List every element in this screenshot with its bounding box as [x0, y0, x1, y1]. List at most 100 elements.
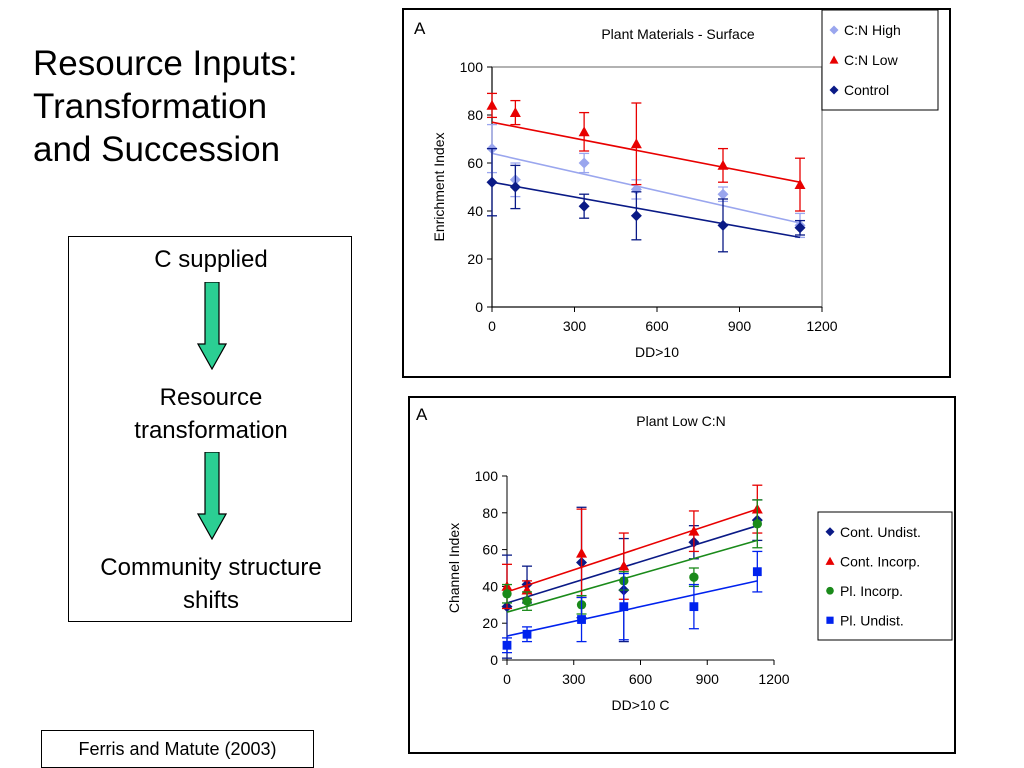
plot-area	[507, 476, 774, 660]
x-tick-label: 1200	[758, 671, 789, 687]
legend-marker	[826, 616, 834, 624]
flow-step-community-structure: Community structure shifts	[69, 551, 353, 617]
legend-marker	[829, 25, 839, 35]
chart-channel-index: A Plant Low C:N 0 20 40 60 80 100 0 300 600 900 1200…	[408, 396, 956, 754]
legend-marker	[825, 527, 835, 537]
legend-entry: Pl. Incorp.	[840, 583, 903, 599]
data-point	[752, 567, 762, 577]
x-tick-label: 300	[563, 318, 587, 334]
x-tick-label: 300	[562, 671, 586, 687]
chart-legend: Cont. Undist. Cont. Incorp. Pl. Incorp. Pl.…	[817, 511, 953, 641]
flow-step-resource-line-2: transformation	[134, 417, 288, 444]
legend-box	[821, 10, 939, 111]
trend-line	[506, 508, 758, 593]
legend-box	[817, 511, 953, 641]
legend-entry: Cont. Undist.	[840, 524, 921, 540]
data-point	[502, 640, 512, 650]
y-tick-label: 20	[467, 251, 483, 267]
data-point	[522, 596, 532, 606]
x-tick-label: 900	[696, 671, 720, 687]
slide-title: Resource Inputs: Transformation and Succ…	[33, 42, 373, 171]
flow-arrow-down-icon	[197, 282, 227, 370]
y-axis-label: Enrichment Index	[431, 133, 447, 242]
flow-step-c-supplied-text: C supplied	[154, 246, 268, 273]
chart-title: Plant Materials - Surface	[601, 26, 754, 42]
data-point	[794, 179, 806, 189]
trend-line	[491, 121, 801, 183]
trend-line	[506, 580, 758, 637]
data-point	[578, 126, 590, 137]
legend-marker	[825, 556, 835, 565]
data-point	[630, 210, 642, 222]
flow-step-community-line-1: Community structure	[100, 554, 322, 581]
y-tick-label: 40	[467, 203, 483, 219]
legend-marker	[829, 55, 839, 64]
chart-enrichment-index: A Plant Materials - Surface 0 20 40 60 80 100 0 3…	[402, 8, 951, 378]
data-point	[630, 138, 642, 149]
series-1	[501, 484, 763, 610]
data-point	[509, 181, 521, 193]
data-point	[619, 602, 629, 612]
data-point	[509, 107, 521, 117]
flow-diagram-box: C supplied Resource transformation Commu…	[68, 236, 352, 622]
flow-step-resource-transformation: Resource transformation	[69, 381, 353, 447]
y-tick-label: 60	[467, 155, 483, 171]
trend-line	[506, 524, 758, 604]
y-tick-label: 100	[460, 59, 484, 75]
data-point	[486, 176, 498, 188]
series-1	[486, 92, 806, 212]
flow-arrow-down-icon	[197, 452, 227, 540]
data-point	[794, 222, 806, 234]
chart-legend: C:N High C:N Low Control	[821, 10, 939, 111]
x-tick-label: 0	[488, 318, 496, 334]
y-tick-label: 0	[475, 299, 483, 315]
y-tick-label: 80	[467, 107, 483, 123]
series-3	[502, 550, 763, 654]
chart-panel-label: A	[416, 405, 428, 424]
legend-entry: Pl. Undist.	[840, 612, 904, 628]
legend-entry: C:N High	[844, 22, 901, 38]
x-tick-label: 600	[645, 318, 669, 334]
x-tick-label: 0	[503, 671, 511, 687]
data-point	[717, 219, 729, 231]
y-tick-label: 20	[482, 615, 498, 631]
data-point	[578, 157, 590, 169]
chart-enrichment-index-svg: A Plant Materials - Surface 0 20 40 60 80 100 0 3…	[414, 10, 939, 360]
y-tick-label: 80	[482, 505, 498, 521]
x-tick-label: 900	[728, 318, 752, 334]
y-tick-label: 0	[490, 652, 498, 668]
y-tick-label: 40	[482, 578, 498, 594]
chart-channel-index-svg: A Plant Low C:N 0 20 40 60 80 100 0 300 600 900 1200…	[416, 405, 953, 713]
trend-line	[506, 539, 758, 613]
y-axis-label: Channel Index	[446, 523, 462, 613]
data-point	[578, 200, 590, 212]
data-point	[486, 99, 498, 110]
x-tick-label: 600	[629, 671, 653, 687]
trend-line	[491, 152, 801, 224]
data-point	[576, 547, 588, 558]
slide-title-line-2: Transformation	[33, 87, 268, 126]
x-axis-label: DD>10	[635, 344, 679, 360]
x-tick-label: 1200	[806, 318, 837, 334]
data-point	[618, 560, 630, 571]
y-tick-label: 100	[475, 468, 499, 484]
trend-line	[491, 181, 801, 239]
citation-box: Ferris and Matute (2003)	[41, 730, 314, 768]
flow-step-resource-line-1: Resource	[159, 384, 263, 411]
legend-entry: Control	[844, 82, 889, 98]
data-point	[689, 572, 699, 582]
data-point	[502, 589, 512, 599]
slide-title-line-1: Resource Inputs:	[33, 44, 298, 83]
flow-step-community-line-2: shifts	[182, 587, 239, 614]
legend-entry: C:N Low	[844, 52, 899, 68]
series-2	[486, 147, 806, 253]
slide-title-line-3: and Succession	[33, 130, 281, 169]
chart-title: Plant Low C:N	[636, 413, 725, 429]
citation-text: Ferris and Matute (2003)	[78, 739, 277, 759]
flow-step-c-supplied: C supplied	[69, 243, 353, 276]
data-point	[752, 519, 762, 529]
data-point	[577, 615, 586, 624]
plot-area	[491, 66, 823, 308]
legend-marker	[829, 85, 839, 95]
data-point	[689, 602, 699, 612]
